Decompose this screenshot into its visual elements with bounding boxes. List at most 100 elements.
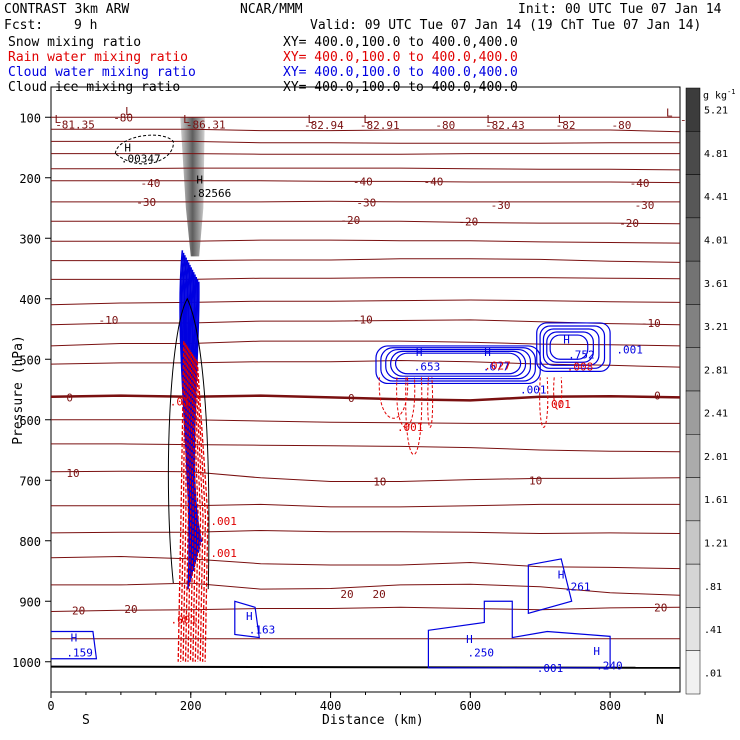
contour-value-label: .01	[170, 396, 190, 409]
temperature-label: 10	[66, 467, 79, 480]
extremum-marker: L	[363, 113, 370, 126]
y-tick-label: 700	[19, 474, 41, 488]
y-tick-label: 600	[19, 414, 41, 428]
valid-time: Valid: 09 UTC Tue 07 Jan 14 (19 ChT Tue …	[310, 18, 702, 33]
colorbar-label: 2.81	[704, 365, 728, 376]
temperature-contour	[51, 555, 680, 570]
temperature-label: -82	[556, 119, 576, 132]
colorbar-swatch	[685, 260, 701, 305]
colorbar-label: 1.21	[704, 539, 728, 550]
y-tick-label: 1000	[12, 656, 41, 670]
extremum-marker: L	[307, 113, 314, 126]
temperature-label: -30	[356, 197, 376, 210]
y-tick-label: 900	[19, 595, 41, 609]
field-rain-name: Rain water mixing ratio	[8, 50, 189, 65]
colorbar-label: 3.21	[704, 322, 728, 333]
colorbar-swatch	[685, 87, 701, 132]
temperature-contour	[51, 503, 680, 508]
temperature-label: -40	[630, 177, 650, 190]
temperature-contour	[51, 200, 680, 203]
temperature-label: -20	[619, 217, 639, 230]
cloud-water-contour	[193, 281, 203, 543]
colorbar-label: 4.41	[704, 192, 728, 203]
cloud-water-contour	[385, 348, 532, 380]
contour-value-label: .677	[483, 361, 510, 374]
temperature-label: 20	[340, 588, 353, 601]
rain-contour	[194, 357, 204, 662]
cloud-water-contour	[539, 325, 606, 369]
temperature-contour	[51, 180, 680, 184]
forecast-label: Fcst:	[4, 18, 44, 33]
contour-value-label: .00347	[121, 152, 161, 165]
rain-contour	[184, 346, 189, 662]
field-cloud-water-xy: XY= 400.0,100.0 to 400.0,400.0	[283, 65, 518, 80]
cloud-ice-contour	[167, 297, 210, 590]
colorbar-swatch	[685, 434, 701, 478]
extremum-marker: H	[71, 632, 78, 645]
colorbar-label: 4.01	[704, 236, 728, 247]
temperature-label: 10	[373, 475, 386, 488]
temperature-label: -80	[435, 119, 455, 132]
temperature-label: -80	[113, 111, 133, 124]
extremum-marker: H	[563, 333, 570, 346]
rain-contour	[553, 377, 563, 410]
contour-value-label: .163	[249, 624, 276, 637]
x-axis-title: Distance (km)	[322, 713, 424, 728]
extremum-marker: L	[558, 113, 565, 126]
colorbar-unit: g kg-1	[703, 88, 736, 102]
temperature-contour	[51, 419, 680, 424]
temperature-contour	[51, 220, 680, 225]
extremum-marker: H	[416, 346, 423, 359]
y-tick-label: 800	[19, 535, 41, 549]
colorbar-swatch	[685, 347, 701, 392]
colorbar-swatch	[685, 304, 701, 348]
rain-contour	[179, 342, 186, 662]
temperature-contour	[51, 470, 680, 482]
temperature-contour	[51, 582, 680, 596]
rain-contour	[187, 348, 192, 662]
temperature-label: 10	[529, 474, 542, 487]
colorbar-swatch	[685, 217, 701, 262]
center-label: NCAR/MMM	[240, 2, 303, 17]
x-tick-label: 0	[47, 699, 54, 713]
extremum-marker: H	[196, 174, 203, 187]
forecast-hour: 9 h	[74, 18, 98, 33]
x-tick-label: 600	[459, 699, 481, 713]
colorbar-label: .41	[704, 625, 722, 636]
temperature-label: -10	[641, 317, 661, 330]
extremum-marker: L	[125, 105, 132, 118]
y-tick-label: 400	[19, 293, 41, 307]
init-time: Init: 00 UTC Tue 07 Jan 14	[518, 2, 722, 17]
north-label: N	[656, 713, 664, 728]
y-tick-label: 300	[19, 232, 41, 246]
rain-contour	[191, 353, 199, 662]
temperature-contour	[51, 239, 680, 244]
contour-value-label: .027	[484, 359, 511, 372]
contour-value-label: .240	[596, 659, 623, 672]
y-tick-label: 200	[19, 172, 41, 186]
rain-contour	[196, 361, 209, 662]
colorbar-label: 2.41	[704, 409, 728, 420]
contour-value-label: .001	[616, 344, 643, 357]
cloud-water-contour	[380, 347, 536, 382]
colorbar-swatch	[685, 520, 701, 565]
y-tick-label: 500	[19, 353, 41, 367]
contour-value-label: .159	[66, 647, 93, 660]
cloud-water-contour	[536, 322, 611, 372]
cloud-water-contour	[427, 600, 611, 669]
contour-value-label: .261	[564, 581, 591, 594]
contour-value-label: .250	[468, 647, 495, 660]
temperature-contour	[51, 128, 680, 133]
cloud-water-contour	[375, 345, 541, 385]
x-tick-label: 800	[599, 699, 621, 713]
colorbar-label: .01	[704, 668, 722, 679]
colorbar-label: 3.61	[704, 279, 728, 290]
rain-contour	[396, 377, 416, 428]
temperature-label: 0	[348, 392, 355, 405]
temperature-contour	[51, 153, 680, 155]
contour-value-label: .82566	[191, 187, 231, 200]
contour-value-label: .001	[397, 421, 424, 434]
temperature-label: -40	[424, 175, 444, 188]
rain-contour	[177, 341, 185, 662]
temperature-label: -82.43	[485, 119, 525, 132]
